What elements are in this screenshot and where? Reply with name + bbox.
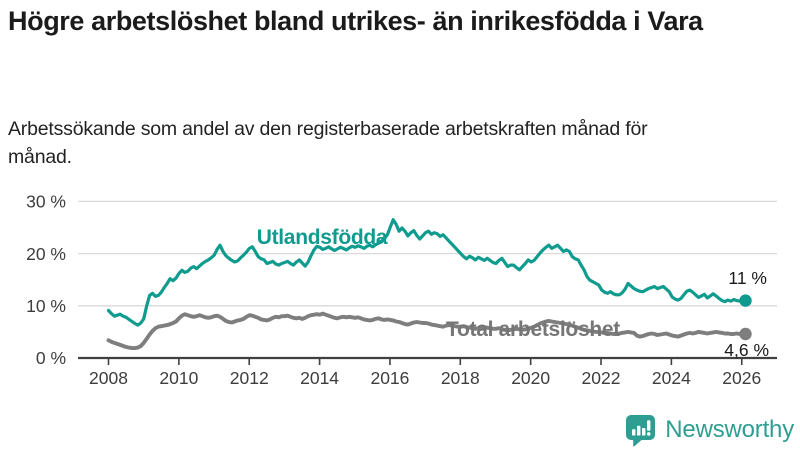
newsworthy-logo[interactable]: Newsworthy [624, 413, 794, 447]
y-axis-tick-label: 30 % [26, 192, 66, 212]
x-axis-tick-label: 2012 [230, 368, 269, 388]
series-end-dot-utlandsf-dda [739, 294, 752, 307]
y-axis-tick-label: 20 % [26, 244, 66, 264]
page-title: Högre arbetslöshet bland utrikes- än inr… [8, 6, 703, 36]
series-label: Total arbetslöshet [446, 318, 620, 341]
bar-chart-speech-bubble-icon [626, 415, 656, 447]
x-axis-tick-label: 2022 [582, 368, 621, 388]
series-line-total-arbetsl-shet [106, 311, 748, 351]
brand-name: Newsworthy [665, 416, 794, 443]
series-line-utlandsf-dda [106, 218, 748, 327]
x-axis-tick-label: 2010 [159, 368, 198, 388]
y-axis-tick-label: 10 % [26, 296, 66, 316]
x-axis-tick-label: 2016 [370, 368, 409, 388]
y-axis-tick-label: 0 % [36, 348, 66, 368]
x-axis-tick-label: 2014 [300, 368, 339, 388]
series-label: Utlandsfödda [257, 226, 388, 249]
page-subtitle: Arbetssökande som andel av den registerb… [8, 118, 648, 168]
x-axis-tick-label: 2008 [89, 368, 128, 388]
x-axis-tick-label: 2026 [722, 368, 761, 388]
x-axis-tick-label: 2018 [441, 368, 480, 388]
series-end-dot-total-arbetsl-shet [739, 327, 752, 341]
end-value-label: 11 % [728, 268, 767, 288]
x-axis-tick-label: 2024 [652, 368, 691, 388]
x-axis-tick-label: 2020 [511, 368, 550, 388]
end-value-label: 4,6 % [724, 340, 769, 360]
